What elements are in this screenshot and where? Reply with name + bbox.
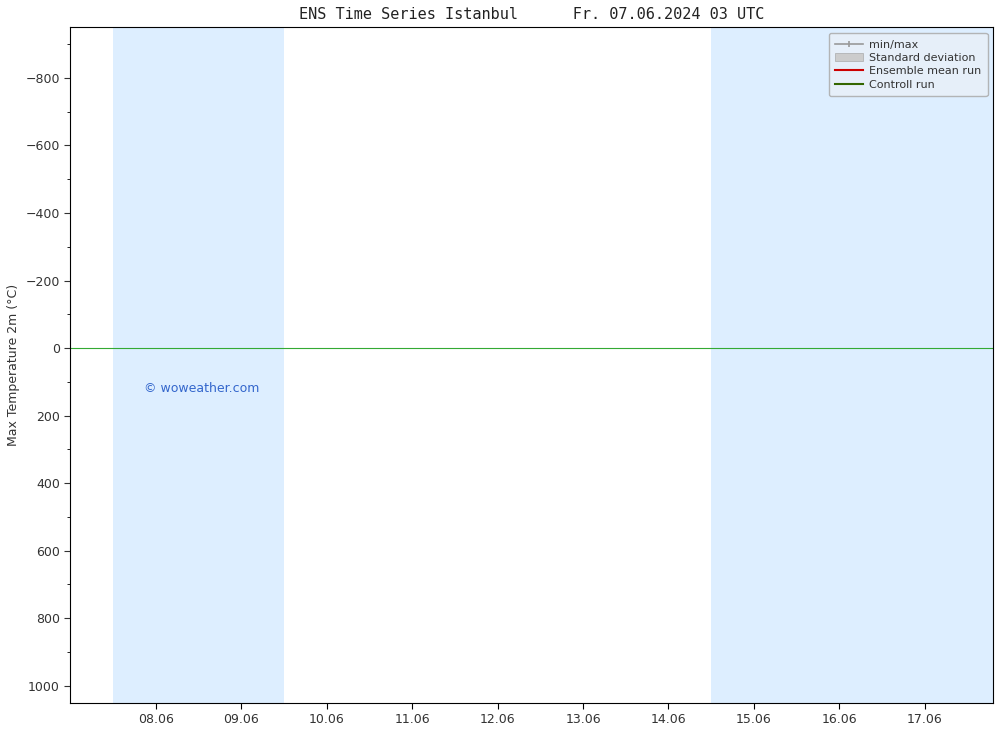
Title: ENS Time Series Istanbul      Fr. 07.06.2024 03 UTC: ENS Time Series Istanbul Fr. 07.06.2024 … [299, 7, 764, 22]
Legend: min/max, Standard deviation, Ensemble mean run, Controll run: min/max, Standard deviation, Ensemble me… [829, 33, 988, 96]
Bar [113, 27, 284, 703]
Bar [711, 27, 882, 703]
Text: © woweather.com: © woweather.com [144, 382, 260, 395]
Y-axis label: Max Temperature 2m (°C): Max Temperature 2m (°C) [7, 284, 20, 446]
Bar [882, 27, 993, 703]
